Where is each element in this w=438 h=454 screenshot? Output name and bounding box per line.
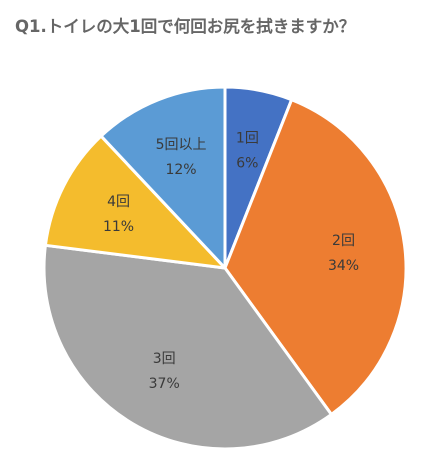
slice-percent-label-3: 37% [149,376,180,392]
chart-title: Q1.トイレの大1回で何回お尻を拭きますか？ [15,17,356,36]
slice-percent-label-2: 34% [328,258,359,274]
slice-percent-label-5: 12% [165,162,196,178]
slice-category-label-3: 3回 [153,351,176,367]
pie-slice-3 [42,243,333,451]
slice-percent-label-4: 11% [103,219,134,235]
slice-category-label-1: 1回 [236,131,259,147]
slice-category-label-4: 4回 [107,194,130,210]
slice-category-label-2: 2回 [332,233,355,249]
pie-slice-2 [223,98,408,416]
pie-slice-5 [99,85,227,270]
slice-category-label-5: 5回以上 [156,137,207,153]
pie-slice-4 [43,134,227,270]
slice-percent-label-1: 6% [236,156,258,172]
